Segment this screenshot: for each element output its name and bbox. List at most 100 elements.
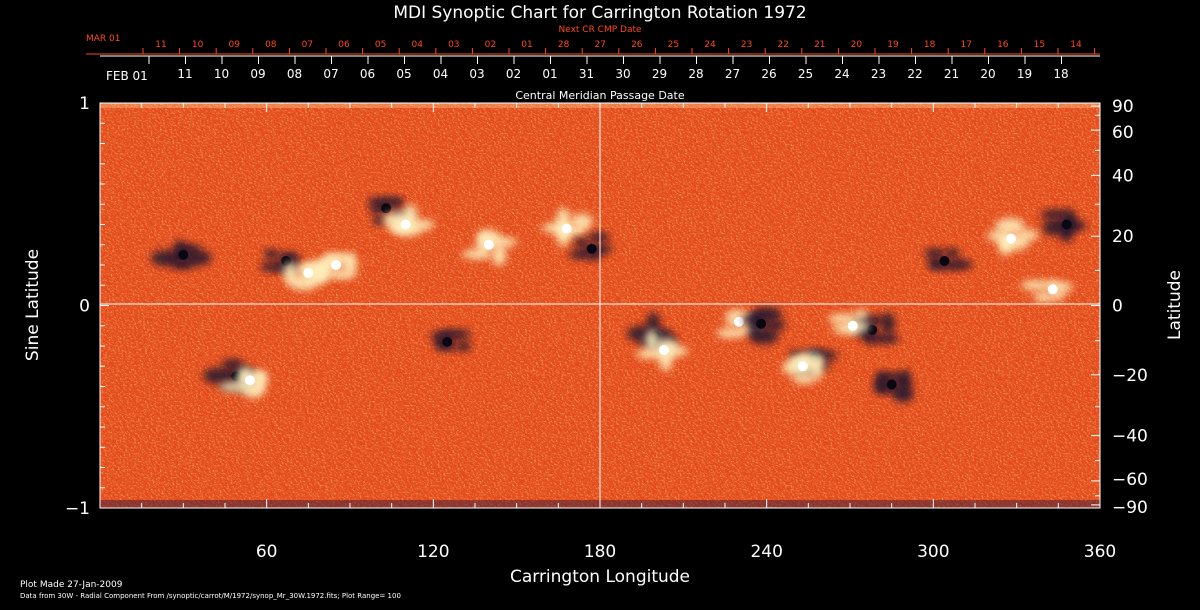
next-date-label: 07 (302, 40, 313, 50)
region-core (1006, 233, 1017, 244)
region-core (178, 249, 189, 260)
cmp-date-label: 29 (652, 67, 667, 81)
region-blob (874, 371, 889, 394)
region-core (847, 320, 858, 331)
region-blob (809, 357, 824, 380)
region-core (586, 243, 597, 254)
region-blob (1020, 280, 1051, 291)
region-core (658, 345, 669, 355)
active-region-positive (828, 309, 870, 335)
region-blob (828, 313, 859, 324)
data-source-label: Data from 30W - Radial Component From /s… (20, 592, 401, 600)
active-region-positive (541, 208, 593, 247)
x-tick-label: 180 (584, 542, 616, 562)
next-date-label: 15 (1034, 40, 1045, 50)
next-axis-label: Next CR CMP Date (558, 25, 642, 35)
region-core (331, 260, 342, 270)
x-tick-label: 300 (917, 542, 949, 562)
next-date-label: 11 (155, 40, 166, 50)
next-date-label: 26 (631, 40, 643, 50)
region-blob (487, 237, 518, 247)
cmp-date-label: 30 (615, 67, 630, 81)
cmp-date-label: 10 (214, 67, 229, 81)
region-blob (995, 218, 1026, 235)
region-blob (782, 360, 813, 376)
region-blob (492, 244, 507, 267)
cmp-date-label: 24 (834, 67, 849, 81)
region-core (797, 361, 808, 372)
cmp-date-label: 03 (469, 67, 484, 81)
x-tick-label: 60 (256, 542, 278, 562)
region-core (381, 203, 392, 214)
region-core (1061, 219, 1072, 230)
region-blob (881, 312, 895, 335)
next-date-label: 06 (338, 40, 350, 50)
region-blob (1040, 209, 1071, 220)
cmp-date-label: 22 (907, 67, 922, 81)
active-region-negative (431, 329, 472, 352)
region-core (886, 379, 897, 390)
active-region-positive (1020, 280, 1074, 302)
active-region-positive (314, 253, 358, 284)
region-blob (869, 334, 900, 344)
region-core (303, 268, 314, 279)
x-tick-label: 120 (417, 542, 449, 562)
next-date-label: 05 (375, 40, 386, 50)
cmp-date-label: 31 (579, 67, 594, 81)
cmp-date-label: 04 (433, 67, 448, 81)
y-tick-label-right: −90 (1112, 498, 1148, 518)
cmp-date-label: 11 (177, 67, 192, 81)
cmp-date-label: 08 (287, 67, 302, 81)
y-tick-label-left: 0 (79, 297, 90, 317)
next-date-label: 20 (851, 40, 863, 50)
next-date-label: 08 (265, 40, 277, 50)
cmp-date-axis: 11 10 09 08 07 06 05 04 03 02 01 31 30 29 28 27 26 25 24 23… (100, 55, 1100, 81)
region-blob (457, 341, 471, 352)
next-date-label: 17 (960, 40, 971, 50)
plot-made-label: Plot Made 27-Jan-2009 (20, 580, 123, 590)
region-blob (574, 237, 589, 248)
next-date-label: 23 (741, 40, 752, 50)
y-axis-right: 90 60 40 20 0 −20 −40 −60 −90 (1091, 97, 1148, 518)
region-blob (1042, 219, 1065, 236)
x-tick-label: 360 (1084, 542, 1116, 562)
cmp-date-label: 18 (1053, 67, 1068, 81)
y-tick-label-right: −20 (1112, 366, 1148, 386)
region-core (733, 316, 744, 327)
y-tick-label-right: −60 (1112, 470, 1148, 490)
region-core (245, 375, 255, 386)
active-region-positive (382, 204, 435, 237)
region-core (1047, 284, 1058, 295)
y-tick-label-right: 90 (1112, 97, 1134, 117)
region-blob (181, 249, 212, 266)
region-core (483, 239, 494, 250)
region-blob (570, 213, 593, 230)
next-date-label: 09 (228, 40, 240, 50)
region-blob (928, 258, 943, 269)
next-date-label: 16 (997, 40, 1009, 50)
cmp-date-label: 20 (980, 67, 995, 81)
y-tick-label-right: 20 (1112, 227, 1134, 247)
next-start-label: MAR 01 (86, 34, 121, 44)
region-blob (725, 309, 748, 320)
region-core (400, 219, 411, 230)
y-tick-label-right: −40 (1112, 427, 1148, 447)
region-blob (924, 248, 947, 259)
next-date-label: 19 (887, 40, 899, 50)
region-core (867, 324, 878, 335)
region-blob (368, 196, 399, 207)
region-blob (343, 253, 358, 276)
next-date-label: 25 (668, 40, 679, 50)
region-core (561, 223, 572, 234)
region-blob (283, 262, 298, 285)
next-cmp-axis: 11 10 09 08 07 06 05 04 03 02 01 28 27 26 25 24 23 22 21 20… (86, 40, 1100, 55)
region-blob (645, 329, 660, 352)
chart-title: MDI Synoptic Chart for Carrington Rotati… (393, 3, 806, 23)
next-date-label: 18 (924, 40, 936, 50)
next-date-label: 28 (558, 40, 570, 50)
active-region-positive (219, 366, 268, 398)
cmp-date-label: 09 (250, 67, 265, 81)
region-blob (1033, 292, 1056, 302)
y-tick-label-left: 1 (79, 94, 90, 114)
